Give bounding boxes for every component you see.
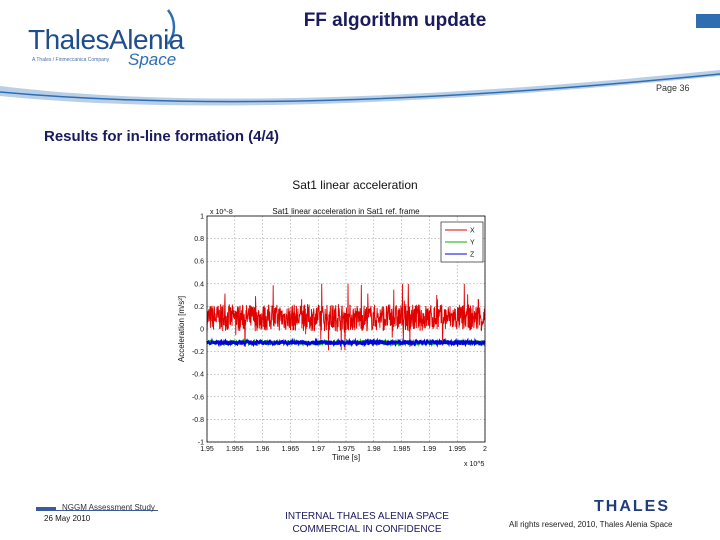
y-tick-label: 0.2 — [194, 304, 204, 311]
x-multiplier: x 10^5 — [464, 461, 485, 468]
y-tick-label: -0.8 — [192, 417, 204, 424]
logo-tagline: A Thales / Finmeccanica Company — [32, 57, 110, 63]
footer-rule-accent — [36, 507, 56, 510]
y-tick-label: 0.6 — [194, 259, 204, 266]
chart-title: Sat1 linear acceleration in Sat1 ref. fr… — [272, 207, 420, 216]
legend-label-z: Z — [470, 252, 475, 259]
footer-study: NGGM Assessment Study — [62, 503, 155, 512]
thales-alenia-logo: ThalesAlenia — [28, 24, 184, 55]
chart-legend: XYZ — [440, 221, 484, 263]
y-tick-label: -0.2 — [192, 349, 204, 356]
x-tick-label: 1.99 — [423, 446, 437, 453]
page-number: Page 36 — [656, 83, 690, 93]
y-tick-label: -0.6 — [192, 394, 204, 401]
legend-label-x: X — [470, 228, 475, 235]
page-title: FF algorithm update — [303, 10, 487, 31]
confidentiality-line-1: INTERNAL THALES ALENIA SPACE — [285, 511, 449, 522]
plot-border — [206, 215, 486, 443]
x-tick-label: 1.97 — [311, 446, 325, 453]
footer-confidentiality: INTERNAL THALES ALENIA SPACE COMMERCIAL … — [262, 510, 472, 536]
footer-rule — [36, 510, 158, 511]
confidentiality-line-2: COMMERCIAL IN CONFIDENCE — [292, 524, 442, 535]
thales-logo: THALES — [594, 498, 670, 515]
ticks: 1.95 1.955 1.96 1.965 1.97 1.975 1.98 1.985 1.99… — [192, 214, 487, 454]
header-swoosh — [0, 9, 720, 106]
logo-arc — [166, 9, 176, 45]
logo-space: Space — [128, 50, 177, 69]
x-tick-label: 1.975 — [337, 446, 355, 453]
chart-caption: Sat1 linear acceleration — [292, 178, 418, 192]
x-tick-label: 1.95 — [200, 446, 214, 453]
y-tick-label: 0.4 — [194, 281, 204, 288]
series-line-x — [206, 283, 486, 351]
series-line-z — [206, 337, 486, 348]
acceleration-chart: 1.95 1.955 1.96 1.965 1.97 1.975 1.98 1.985 1.99… — [177, 207, 487, 468]
x-tick-label: 1.985 — [393, 446, 411, 453]
x-tick-label: 1.98 — [367, 446, 381, 453]
y-multiplier: x 10^-8 — [210, 209, 233, 216]
x-tick-label: 1.995 — [448, 446, 466, 453]
swoosh-band — [0, 70, 720, 106]
x-tick-label: 1.955 — [226, 446, 244, 453]
section-title: Results for in-line formation (4/4) — [44, 128, 280, 145]
y-tick-label: 0.8 — [194, 236, 204, 243]
swoosh-line — [0, 73, 720, 103]
footer-rights: All rights reserved, 2010, Thales Alenia… — [509, 520, 673, 529]
y-tick-label: 1 — [200, 214, 204, 221]
y-axis-label: Acceleration [m/s²] — [177, 296, 186, 362]
x-tick-label: 2 — [483, 446, 487, 453]
x-tick-label: 1.96 — [256, 446, 270, 453]
x-tick-label: 1.965 — [282, 446, 300, 453]
series-layer — [206, 283, 486, 351]
y-tick-label: -0.4 — [192, 372, 204, 379]
legend-label-y: Y — [470, 240, 475, 247]
footer-date: 26 May 2010 — [44, 514, 91, 523]
y-tick-label: 0 — [200, 327, 204, 334]
y-tick-label: -1 — [198, 440, 204, 447]
x-axis-label: Time [s] — [332, 453, 360, 462]
corner-tab — [696, 14, 720, 28]
